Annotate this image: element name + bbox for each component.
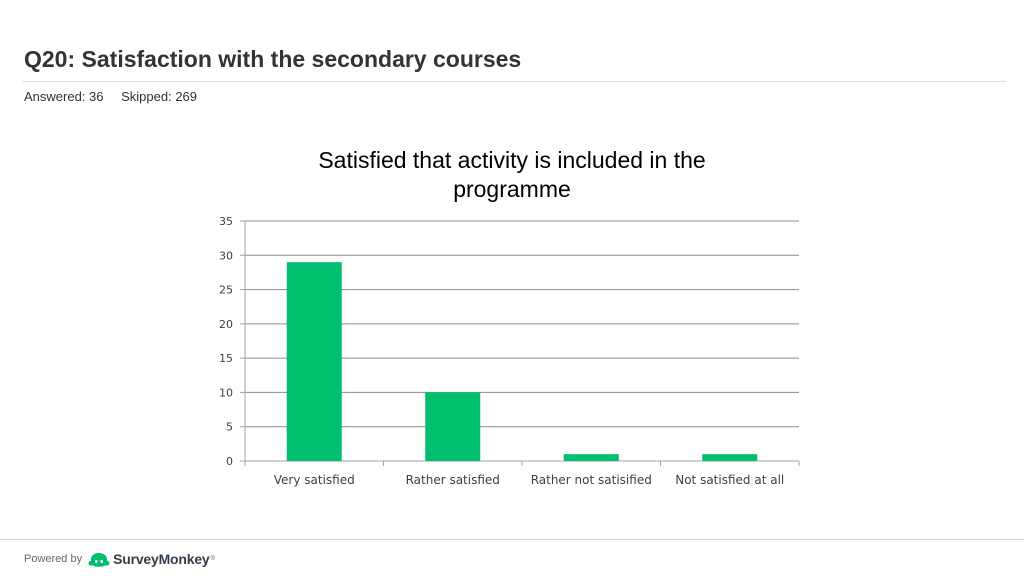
chart-title-line: Satisfied that activity is included in t… — [318, 147, 705, 173]
x-tick-label: Very satisfied — [274, 473, 355, 487]
y-tick-label: 5 — [226, 421, 233, 434]
registered-mark: ® — [210, 556, 215, 562]
bar — [702, 454, 758, 461]
chart-title-line: programme — [453, 176, 571, 202]
x-tick-label: Not satisfied at all — [675, 473, 784, 487]
y-tick-label: 20 — [219, 318, 233, 331]
monkey-icon — [88, 553, 110, 567]
y-tick-label: 30 — [219, 249, 233, 262]
footer-divider — [0, 539, 1024, 540]
answered-count: Answered: 36 — [24, 89, 104, 104]
y-tick-label: 0 — [226, 455, 233, 468]
brand-name: SurveyMonkey — [113, 551, 210, 567]
title-divider — [22, 81, 1006, 82]
powered-by-label: Powered by — [24, 553, 83, 565]
x-tick-label: Rather satisfied — [406, 473, 500, 487]
bar — [286, 262, 342, 461]
response-stats: Answered: 36 Skipped: 269 — [24, 89, 211, 104]
bar — [563, 454, 619, 461]
page-title: Q20: Satisfaction with the secondary cou… — [24, 46, 522, 72]
surveymonkey-logo[interactable]: SurveyMonkey ® — [88, 551, 215, 567]
bar — [425, 392, 481, 461]
y-tick-label: 15 — [219, 352, 233, 365]
y-tick-label: 25 — [219, 284, 233, 297]
y-tick-label: 10 — [219, 386, 233, 399]
skipped-count: Skipped: 269 — [121, 89, 198, 104]
y-tick-label: 35 — [219, 215, 233, 228]
x-tick-label: Rather not satisified — [531, 473, 652, 487]
footer: Powered by SurveyMonkey ® — [24, 549, 215, 569]
